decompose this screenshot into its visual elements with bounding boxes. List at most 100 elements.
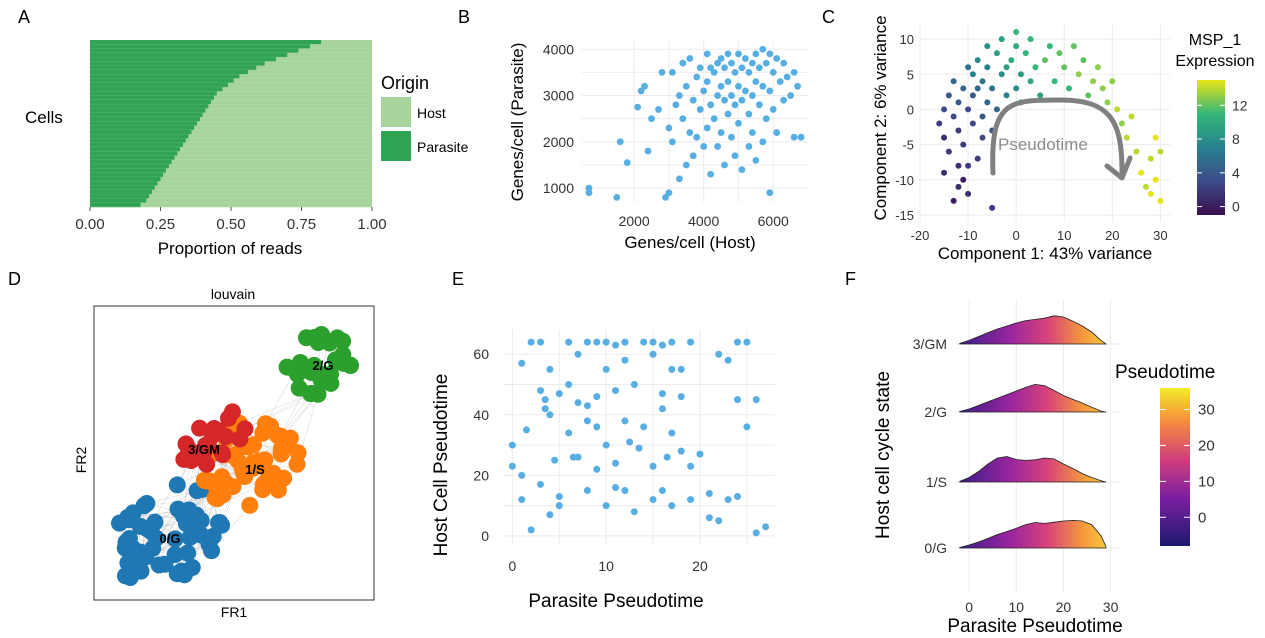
x-tick-label: 10 <box>598 558 614 574</box>
scatter-point <box>1008 57 1015 64</box>
scatter-point <box>1099 85 1106 92</box>
panel-letter-d: D <box>8 269 21 289</box>
scatter-point <box>752 156 760 164</box>
scatter-point <box>1003 92 1010 99</box>
pseudotime-arrowhead <box>1104 155 1133 181</box>
bar-parasite <box>90 198 147 204</box>
network-edge <box>280 370 316 437</box>
bar-host <box>233 78 372 84</box>
scatter-point <box>742 55 749 62</box>
bar-parasite <box>90 44 310 49</box>
scatter-point <box>743 423 751 431</box>
scatter-point <box>950 113 957 120</box>
x-tick-label: 0 <box>965 599 973 615</box>
scatter-point <box>677 393 685 401</box>
bar-parasite <box>90 78 234 84</box>
panel-d-ylabel: FR2 <box>73 447 89 474</box>
scatter-point <box>555 390 563 398</box>
scatter-point <box>717 82 725 90</box>
bar-host <box>188 134 372 139</box>
scatter-point <box>724 356 732 364</box>
scatter-point <box>738 96 746 104</box>
network-node <box>231 430 249 448</box>
scatter-point <box>710 69 718 76</box>
scatter-point <box>565 381 573 389</box>
scatter-point <box>955 127 962 134</box>
y-tick-label: -5 <box>902 138 914 153</box>
scatter-point <box>941 169 948 176</box>
scatter-point <box>1027 78 1034 85</box>
scatter-point <box>565 429 573 437</box>
bar-parasite <box>90 134 189 139</box>
scatter-point <box>755 101 763 109</box>
bar-parasite <box>90 95 215 101</box>
scatter-point <box>748 92 756 99</box>
bar-host <box>287 52 372 58</box>
scatter-point <box>541 396 549 404</box>
scatter-point <box>998 36 1005 43</box>
scatter-point <box>602 365 610 373</box>
scatter-point <box>637 87 645 95</box>
bar-parasite <box>90 189 153 195</box>
bar-host <box>146 198 372 204</box>
scatter-point <box>686 55 694 62</box>
scatter-point <box>602 338 610 346</box>
scatter-point <box>696 64 704 72</box>
scatter-point <box>1037 92 1044 99</box>
colorbar-tick-label: 4 <box>1232 165 1240 181</box>
network-edge <box>258 394 319 461</box>
colorbar-tick-label: 0 <box>1198 509 1206 526</box>
bar-host <box>185 138 372 144</box>
scatter-point <box>745 143 753 150</box>
scatter-point <box>1104 99 1111 106</box>
network-node <box>177 515 195 533</box>
scatter-point <box>658 486 666 494</box>
panel-a-xlabel: Proportion of reads <box>158 239 303 258</box>
bar-parasite <box>90 57 277 62</box>
bar-parasite <box>90 129 192 135</box>
scatter-point <box>668 365 676 373</box>
network-node <box>110 514 128 532</box>
panel-e-ylabel: Host Cell Pseudotime <box>431 374 452 557</box>
panel-b-xlabel: Genes/cell (Host) <box>624 233 755 252</box>
density-ridge <box>959 519 1107 549</box>
network-node <box>272 440 290 458</box>
scatter-point <box>583 486 591 494</box>
x-tick-label: 20 <box>692 558 708 574</box>
network-edge <box>244 393 312 430</box>
scatter-point <box>752 78 760 86</box>
panel-letter-a: A <box>18 7 30 27</box>
scatter-point <box>780 59 788 67</box>
scatter-point <box>1128 113 1135 120</box>
y-tick-label: 5 <box>907 67 914 82</box>
colorbar-tick-label: 8 <box>1232 131 1240 147</box>
scatter-point <box>1094 64 1101 71</box>
scatter-point <box>675 175 683 183</box>
y-tick-label: 3/GM <box>913 336 947 352</box>
panel-c-colorbar-title-1: MSP_1 <box>1189 32 1242 49</box>
scatter-point <box>1066 85 1073 92</box>
scatter-point <box>1114 106 1121 113</box>
scatter-point <box>1027 36 1034 43</box>
colorbar-tick-label: 0 <box>1232 199 1240 215</box>
legend-label-host: Host <box>417 105 446 121</box>
scatter-point <box>655 106 662 113</box>
scatter-point <box>714 92 721 99</box>
scatter-point <box>602 502 610 510</box>
scatter-point <box>707 64 715 72</box>
y-tick-label: 0/G <box>924 540 947 556</box>
density-ridge <box>959 383 1106 413</box>
network-node <box>297 329 315 347</box>
bar-host <box>191 129 372 135</box>
bar-parasite <box>90 108 206 114</box>
scatter-point <box>715 517 723 525</box>
scatter-point <box>612 483 620 491</box>
scatter-point <box>745 69 753 76</box>
scatter-point <box>745 110 753 118</box>
scatter-point <box>1013 85 1020 92</box>
scatter-point <box>989 85 996 92</box>
scatter-point <box>658 69 666 76</box>
scatter-point <box>766 50 774 58</box>
scatter-point <box>518 471 526 479</box>
